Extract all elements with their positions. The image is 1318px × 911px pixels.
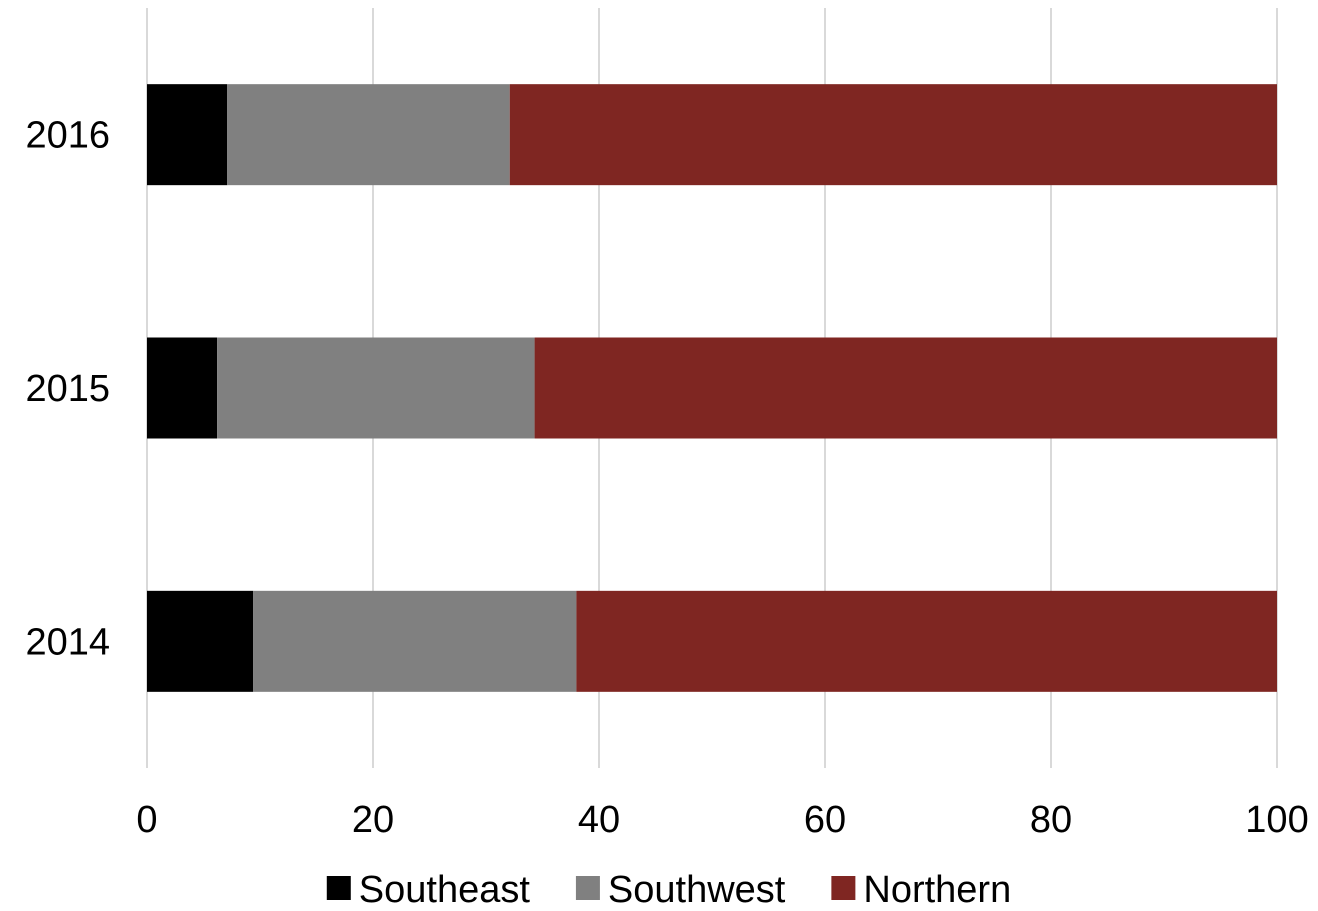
bar-2015-southwest: [217, 337, 535, 439]
legend-item-southeast: Southeast: [326, 869, 531, 911]
bar-2015-southeast: [147, 337, 218, 439]
x-tick-label: 20: [352, 799, 394, 841]
bar-2014-southeast: [147, 590, 254, 692]
legend-label: Northern: [863, 869, 1011, 911]
legend-swatch: [575, 876, 600, 900]
legend: Southeast Southwest Northern: [326, 869, 1011, 911]
legend-label: Southeast: [359, 869, 531, 911]
x-tick-label: 40: [578, 799, 620, 841]
x-tick-label: 0: [136, 799, 157, 841]
bar-2014-southwest: [253, 590, 577, 692]
legend-swatch: [831, 876, 856, 900]
bar-2015-northern: [534, 337, 1277, 439]
bar-2016-southwest: [227, 84, 510, 186]
bar-2016-northern: [509, 84, 1278, 186]
x-tick-label: 80: [1030, 799, 1072, 841]
x-tick-label: 60: [804, 799, 846, 841]
x-tick-label: 100: [1245, 799, 1308, 841]
bar-2014-northern: [576, 590, 1277, 692]
x-axis-tick-labels: 0 20 40 60 80 100: [136, 799, 1308, 841]
bars: [147, 84, 1278, 692]
legend-item-northern: Northern: [831, 869, 1011, 911]
y-tick-label: 2014: [25, 621, 110, 663]
legend-swatch: [326, 876, 351, 900]
y-tick-label: 2016: [25, 115, 110, 157]
bar-2016-southeast: [147, 84, 228, 186]
y-axis-tick-labels: 2016 2015 2014: [25, 115, 110, 664]
y-tick-label: 2015: [25, 368, 110, 410]
legend-label: Southwest: [608, 869, 786, 911]
legend-item-southwest: Southwest: [575, 869, 786, 911]
